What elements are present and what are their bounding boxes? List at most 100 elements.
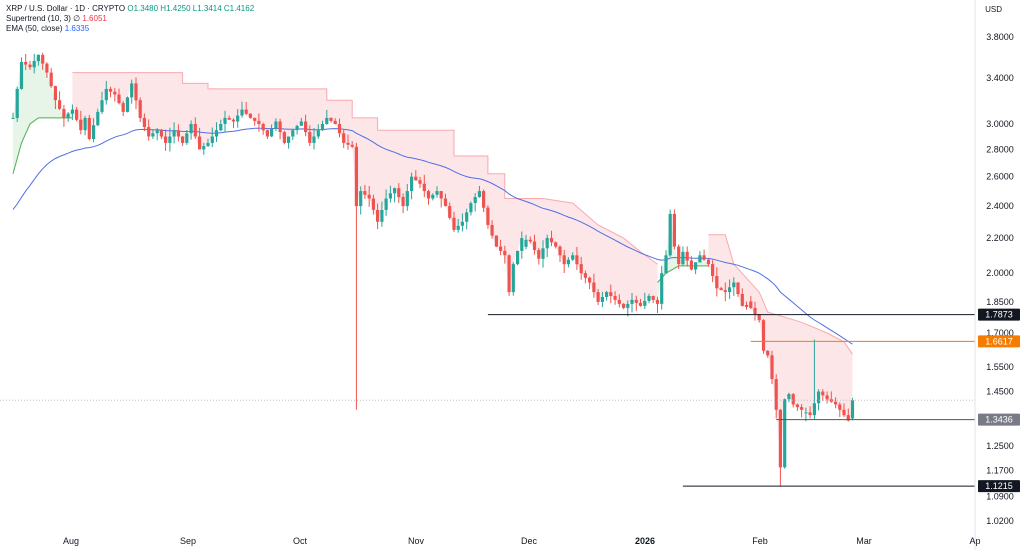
candle-body [558, 246, 562, 256]
candle-body [15, 88, 19, 118]
candle-body [825, 395, 829, 400]
price-tick-label: 1.5500 [986, 362, 1014, 372]
candle-body [689, 260, 693, 270]
candle-body [638, 302, 643, 306]
candle-body [418, 180, 422, 184]
candle-body [685, 251, 689, 261]
time-tick-label: Oct [293, 536, 308, 546]
candle-body [265, 130, 269, 137]
candle-body [850, 400, 855, 419]
candle-body [87, 117, 91, 139]
level-tag [978, 480, 1020, 493]
candle-body [19, 62, 24, 89]
candle-body [694, 262, 698, 270]
candle-body [490, 225, 494, 236]
candle-body [435, 191, 439, 195]
price-tick-label: 2.6000 [986, 172, 1014, 182]
candle-body [83, 117, 87, 131]
candle-body [439, 191, 443, 199]
candle-body [244, 109, 248, 114]
price-tick-label: 1.2500 [986, 441, 1014, 451]
supertrend-down-1-line [72, 72, 658, 265]
price-tick-label: 1.7000 [986, 328, 1014, 338]
candle-body [206, 142, 210, 147]
symbol-name: XRP / U.S. Dollar · 1D · CRYPTO [6, 4, 126, 13]
candle-body [282, 132, 286, 143]
candle-body [121, 103, 125, 112]
candle-body [308, 132, 312, 143]
time-tick-label: Feb [752, 536, 768, 546]
candle-body [456, 225, 460, 230]
candle-body [719, 288, 723, 291]
candle-body [744, 305, 749, 307]
legend-ema-row[interactable]: EMA (50, close) 1.6335 [6, 24, 254, 34]
candle-body [655, 299, 660, 304]
candle-body [11, 117, 15, 119]
candle-body [443, 198, 448, 207]
candle-body [401, 197, 405, 207]
candle-body [532, 241, 537, 250]
candle-body [812, 403, 816, 416]
candle-body [834, 401, 838, 405]
candle-body [155, 130, 159, 134]
candle-body [36, 54, 40, 62]
candle-body [185, 133, 189, 143]
candle-body [732, 282, 736, 288]
candle-body [100, 100, 104, 112]
time-tick-label: Nov [408, 536, 425, 546]
candle-body [554, 242, 558, 247]
candle-body [79, 119, 83, 131]
candle-body [482, 191, 486, 208]
candle-body [168, 136, 172, 143]
candle-body [354, 146, 358, 207]
legend-supertrend-row[interactable]: Supertrend (10, 3) ∅ 1.6051 [6, 14, 254, 24]
ohlc-values: O1.3480 H1.4250 L1.3414 C1.4162 [127, 4, 255, 13]
price-tick-label: 2.0000 [986, 268, 1014, 278]
candle-body [753, 307, 757, 314]
candle-body [329, 117, 333, 121]
time-tick-label: Sep [180, 536, 196, 546]
candle-body [231, 119, 236, 122]
time-tick-label: 2026 [635, 536, 655, 546]
candle-body [579, 264, 583, 274]
candle-body [159, 130, 163, 137]
candle-body [92, 125, 96, 139]
price-tick-label: 3.4000 [986, 73, 1014, 83]
candle-body [138, 100, 142, 118]
price-tick-label: 3.0000 [986, 119, 1014, 129]
candle-body [312, 136, 316, 143]
candle-body [261, 124, 265, 131]
candle-body [664, 255, 668, 274]
candle-body [452, 217, 456, 230]
candle-body [108, 88, 113, 92]
price-tick-label: 3.8000 [986, 32, 1014, 42]
candle-body [193, 124, 197, 137]
candle-body [592, 282, 596, 293]
candle-body [723, 290, 727, 293]
candle-body [448, 206, 452, 218]
candle-body [706, 259, 710, 265]
supertrend-value: 1.6051 [82, 14, 107, 23]
candle-body [562, 255, 566, 265]
candle-body [346, 142, 350, 145]
candle-body [431, 194, 435, 199]
candle-body [350, 144, 354, 147]
time-tick-label: Mar [856, 536, 872, 546]
candle-body [766, 350, 770, 356]
candle-body [605, 292, 609, 297]
candle-body [634, 299, 638, 303]
candle-body [545, 238, 549, 249]
candle-body [528, 239, 532, 242]
level-tag-label: 1.1215 [985, 481, 1013, 491]
price-tick-label: 1.0200 [986, 516, 1014, 526]
candle-body [617, 299, 621, 304]
supertrend-up-1-fill [13, 54, 73, 174]
ema-label: EMA (50, close) [6, 24, 63, 33]
candle-body [376, 210, 380, 222]
candle-body [147, 127, 151, 137]
supertrend-down-2-fill [708, 234, 853, 468]
candle-body [821, 391, 825, 396]
candle-body [58, 100, 62, 109]
candle-body [499, 246, 503, 251]
